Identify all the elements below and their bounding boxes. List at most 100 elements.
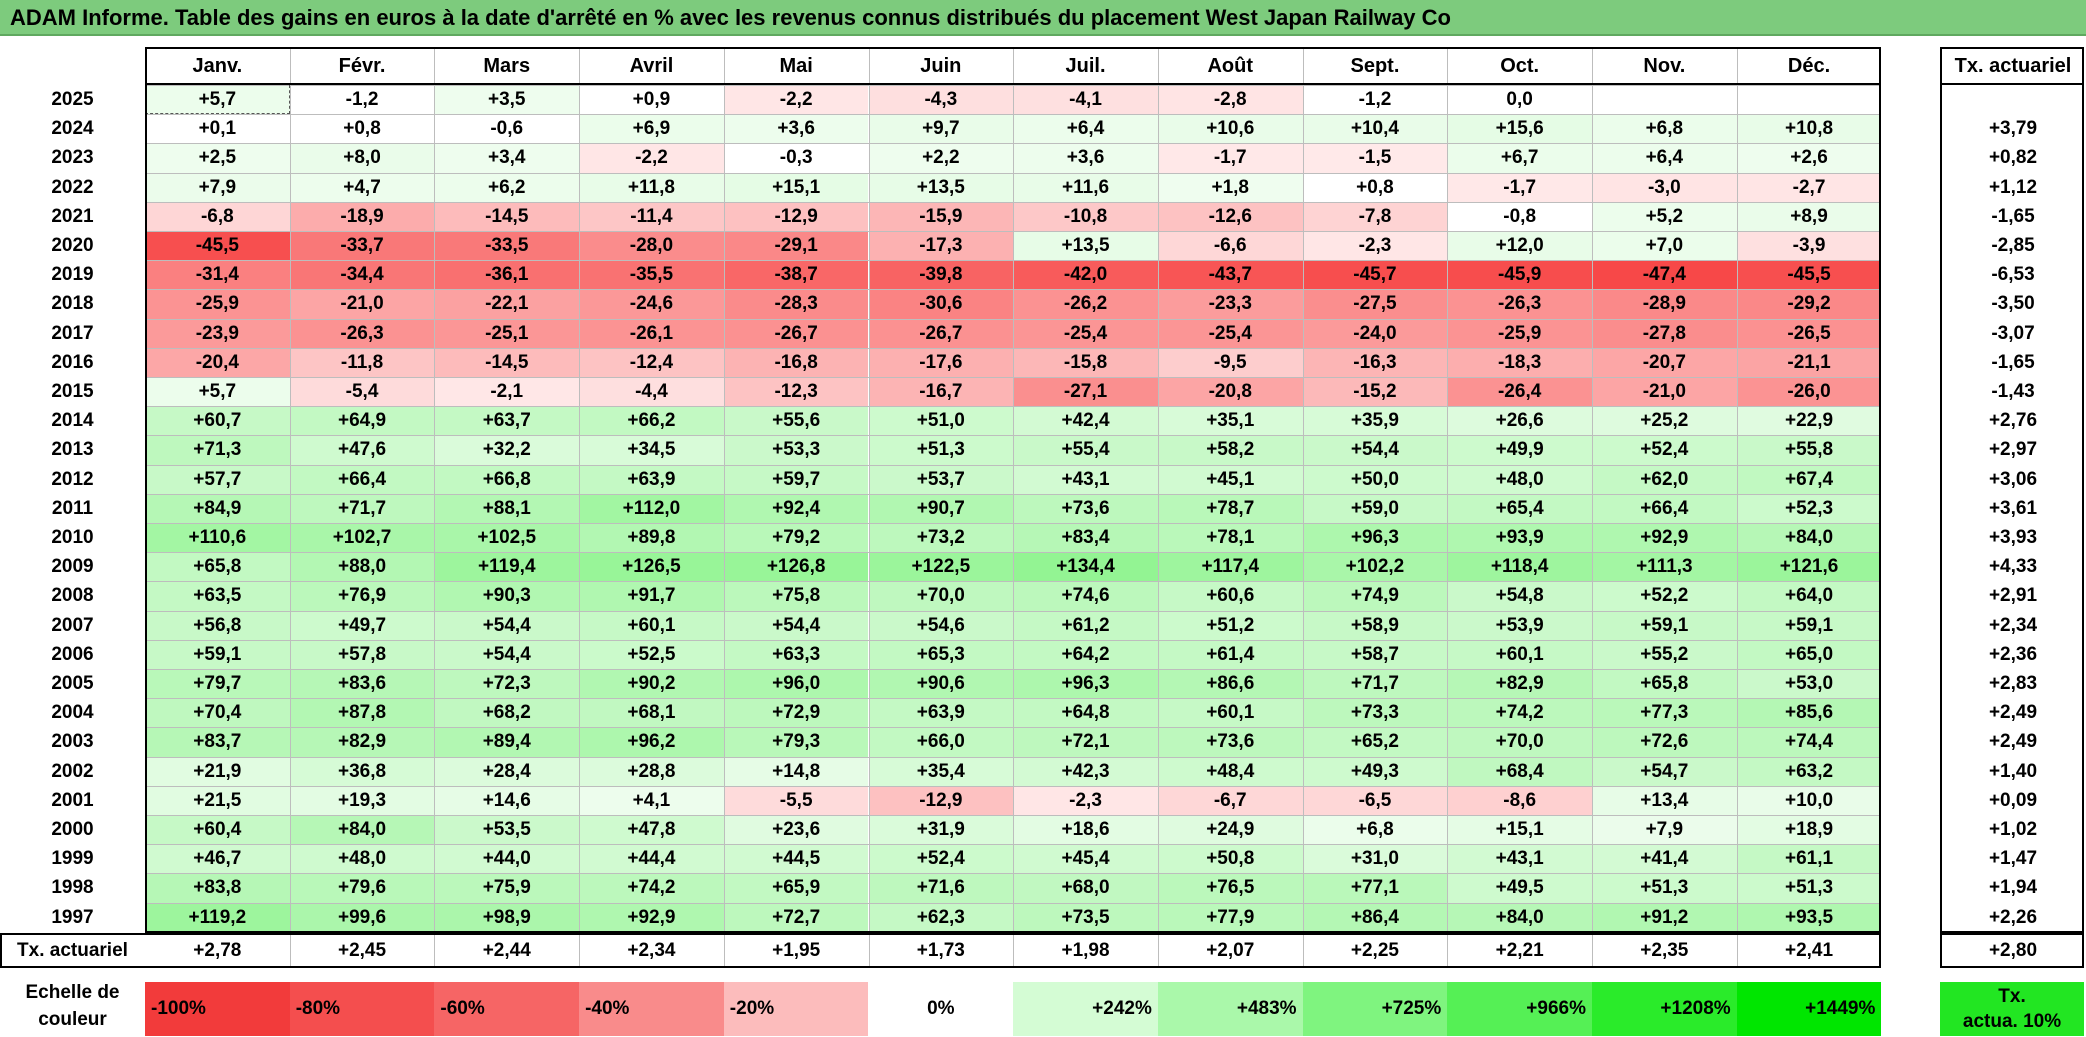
table-cell: +59,7	[723, 464, 869, 494]
table-cell: -9,5	[1157, 347, 1303, 377]
table-cell: +11,8	[579, 172, 724, 202]
scale-step: -80%	[289, 982, 435, 1036]
table-cell: +52,2	[1592, 581, 1737, 611]
table-cell: -2,8	[1157, 85, 1303, 115]
table-cell: +76,9	[289, 581, 435, 611]
month-header: Déc.	[1787, 55, 1831, 77]
table-cell: +5,7	[145, 85, 290, 115]
table-cell: +126,5	[579, 552, 724, 582]
table-cell: +42,3	[1013, 756, 1158, 786]
table-cell: -17,6	[868, 347, 1014, 377]
table-cell: +44,0	[434, 844, 580, 874]
year-label: 2006	[51, 643, 94, 665]
table-cell: -42,0	[1013, 260, 1158, 290]
year-label: 2012	[51, 468, 94, 490]
grid-line	[145, 377, 1882, 378]
table-cell: +92,4	[723, 493, 869, 523]
table-cell: +73,3	[1302, 698, 1448, 728]
table-cell: +28,8	[579, 756, 724, 786]
table-cell: +93,5	[1736, 902, 1882, 932]
scale-rate-line1: Tx.	[1998, 986, 2026, 1007]
table-cell: +25,2	[1592, 406, 1737, 436]
table-cell: -34,4	[289, 260, 435, 290]
table-cell: +51,3	[1736, 873, 1882, 903]
rate-cell: +2,36	[1988, 643, 2038, 665]
year-label: 2007	[51, 614, 94, 636]
grid-line	[145, 172, 1882, 174]
table-cell: -25,4	[1157, 318, 1303, 348]
table-cell: -29,1	[723, 231, 869, 261]
scale-step: +483%	[1157, 982, 1303, 1036]
table-cell: -25,9	[145, 289, 290, 319]
table-cell: +84,0	[289, 815, 435, 845]
scale-step: +1449%	[1736, 982, 1882, 1036]
table-cell: +42,4	[1013, 406, 1158, 436]
month-header: Févr.	[338, 55, 386, 77]
table-cell: +72,9	[723, 698, 869, 728]
grid-line	[289, 47, 291, 968]
table-cell: +70,0	[1447, 727, 1592, 757]
table-cell: -38,7	[723, 260, 869, 290]
table-cell: +3,4	[434, 143, 580, 173]
table-cell: -18,3	[1447, 347, 1592, 377]
table-cell: +64,9	[289, 406, 435, 436]
table-cell: -27,8	[1592, 318, 1737, 348]
footer-cell: +2,41	[1784, 939, 1834, 961]
table-cell: +31,0	[1302, 844, 1448, 874]
table-cell: +50,0	[1302, 464, 1448, 494]
grid-line	[1157, 47, 1159, 968]
rate-header: Tx. actuariel	[1954, 55, 2072, 77]
table-cell: +55,6	[723, 406, 869, 436]
table-cell: +75,8	[723, 581, 869, 611]
table-cell: -3,0	[1592, 172, 1737, 202]
table-cell: -17,3	[868, 231, 1014, 261]
table-cell: +79,3	[723, 727, 869, 757]
table-cell: -43,7	[1157, 260, 1303, 290]
table-cell: -31,4	[145, 260, 290, 290]
table-cell: 0,0	[1447, 85, 1592, 115]
table-cell: +4,7	[289, 172, 435, 202]
table-cell: +49,5	[1447, 873, 1592, 903]
table-cell: -27,1	[1013, 377, 1158, 407]
table-cell: +82,9	[289, 727, 435, 757]
table-cell: +53,9	[1447, 610, 1592, 640]
table-cell: -26,7	[868, 318, 1014, 348]
table-cell: -0,3	[723, 143, 869, 173]
footer-cell: +2,21	[1495, 939, 1544, 961]
table-cell: +6,9	[579, 114, 724, 144]
rate-cell: +3,93	[1988, 527, 2038, 548]
rate-cell: -1,65	[1991, 351, 2035, 373]
table-cell: +83,4	[1013, 523, 1158, 553]
year-label: 2009	[51, 556, 94, 578]
title-bar: ADAM Informe. Table des gains en euros à…	[0, 0, 2086, 36]
table-cell: -33,7	[289, 231, 435, 261]
grid-line	[145, 756, 1882, 758]
grid-line	[145, 347, 1882, 349]
table-cell: -45,5	[145, 231, 290, 261]
rate-cell: -2,85	[1991, 235, 2035, 256]
grid-line	[145, 318, 1882, 320]
table-cell: +58,9	[1302, 610, 1448, 640]
table-cell: +61,1	[1736, 844, 1882, 874]
table-cell: +45,4	[1013, 844, 1158, 874]
table-cell: +66,4	[1592, 493, 1737, 523]
table-cell: +118,4	[1447, 552, 1592, 582]
table-cell: +13,5	[1013, 231, 1158, 261]
table-cell: +58,2	[1157, 435, 1303, 465]
table-cell: +126,8	[723, 552, 869, 582]
grid-line	[145, 844, 1882, 846]
table-cell: +74,2	[1447, 698, 1592, 728]
table-cell: +66,4	[289, 464, 435, 494]
year-label: 2018	[51, 293, 94, 315]
table-cell: +96,2	[579, 727, 724, 757]
rate-cell: -3,07	[1991, 322, 2035, 344]
rate-cell: +2,83	[1988, 673, 2038, 694]
table-cell: -21,0	[1592, 377, 1737, 407]
table-cell: -2,1	[434, 377, 580, 407]
table-cell: -11,4	[579, 201, 724, 231]
table-cell: +72,7	[723, 902, 869, 932]
table-cell: -5,4	[289, 377, 435, 407]
year-label: 2020	[51, 235, 94, 256]
table-cell: +5,7	[145, 377, 290, 407]
table-cell: +3,5	[434, 85, 580, 115]
